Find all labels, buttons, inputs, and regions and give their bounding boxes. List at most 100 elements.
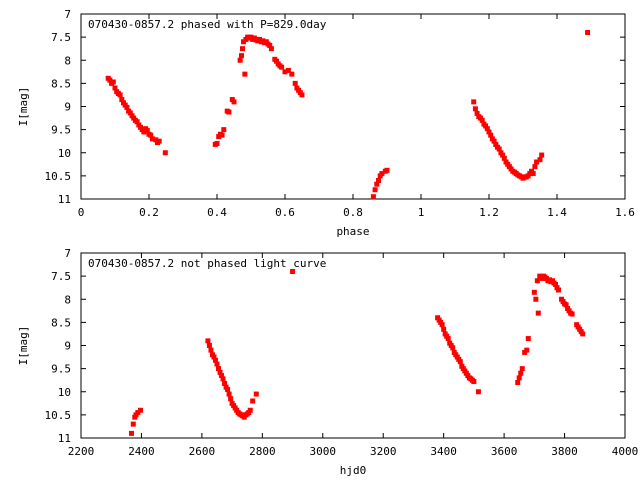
x-tick-label: 1.6 [615,206,635,219]
data-point [253,391,259,397]
data-point [162,150,168,156]
x-tick-label: 4000 [612,445,639,458]
data-point [141,129,147,135]
y-tick-label: 9 [64,340,71,353]
data-point [475,389,481,395]
x-tick-label: 2400 [128,445,155,458]
data-point [221,127,227,133]
data-point [226,109,232,115]
chart-title: 070430-0857.2 phased with P=829.0day [88,18,327,31]
y-tick-label: 7.5 [51,31,71,44]
x-tick-label: 3600 [491,445,518,458]
data-point [493,141,499,147]
data-point [531,289,537,295]
x-tick-label: 3800 [551,445,578,458]
data-point [585,30,591,35]
data-point [228,396,234,402]
data-point [242,71,248,77]
data-point [222,380,228,386]
data-point [372,187,378,193]
data-point [471,379,477,385]
y-tick-label: 10.5 [45,170,72,183]
data-point [282,69,288,75]
data-point [374,181,380,187]
data-point [519,366,525,372]
data-point [445,336,451,342]
x-tick-label: 0.6 [275,206,295,219]
data-point [149,136,155,142]
data-point [290,269,296,274]
data-point [530,171,536,177]
y-tick-label: 11 [58,193,71,206]
chart-title: 070430-0857.2 not phased light curve [88,257,326,270]
data-point [537,157,543,163]
data-point [292,80,298,86]
x-tick-label: 3200 [370,445,397,458]
y-tick-label: 8 [64,54,71,67]
y-axis-label: I[mag] [17,326,30,366]
data-point [205,338,211,344]
data-point [500,152,506,158]
y-axis-label: I[mag] [17,87,30,127]
y-tick-label: 8.5 [51,316,71,329]
y-tick-label: 9 [64,101,71,114]
data-point [247,407,253,413]
data-point [479,117,485,123]
data-point [250,398,256,404]
data-point [274,58,279,64]
y-tick-label: 9.5 [51,124,71,137]
data-point [533,296,539,302]
x-tick-label: 0.4 [207,206,227,219]
data-point [225,386,231,392]
data-point [107,77,113,83]
data-point [496,146,502,152]
data-point [237,57,243,63]
data-point [552,281,558,287]
data-point [516,375,522,381]
data-point [525,336,531,342]
data-point [524,347,530,353]
data-point [211,354,217,360]
data-point [439,322,445,328]
data-point [267,42,273,48]
y-tick-label: 7 [64,247,71,260]
data-point [220,376,226,382]
x-tick-label: 0.8 [343,206,363,219]
data-point [279,64,285,70]
data-point [135,410,141,416]
data-point [127,110,133,116]
data-point [110,79,116,85]
x-tick-label: 1.2 [479,206,499,219]
y-tick-label: 7.5 [51,270,71,283]
data-point [501,155,507,161]
data-point [231,99,237,105]
y-tick-label: 8 [64,293,71,306]
data-point [134,119,140,125]
data-point [219,132,225,138]
data-point [299,92,305,98]
data-point [457,359,463,365]
data-point [112,85,118,91]
data-point [486,129,492,135]
data-point [535,310,541,316]
data-point [483,123,489,129]
data-point [518,370,524,376]
x-tick-label: 0.2 [139,206,159,219]
data-point [384,167,390,173]
data-point [539,152,545,158]
data-point [370,194,376,200]
data-point [563,302,569,308]
data-point [214,361,220,367]
data-point [117,92,123,98]
data-point [119,97,125,103]
data-point [474,110,480,116]
data-point [124,104,130,110]
data-point [217,369,223,375]
y-tick-label: 9.5 [51,363,71,376]
data-point [569,311,575,317]
data-point [148,132,154,138]
x-axis-label: phase [336,225,369,238]
data-point [471,99,477,105]
